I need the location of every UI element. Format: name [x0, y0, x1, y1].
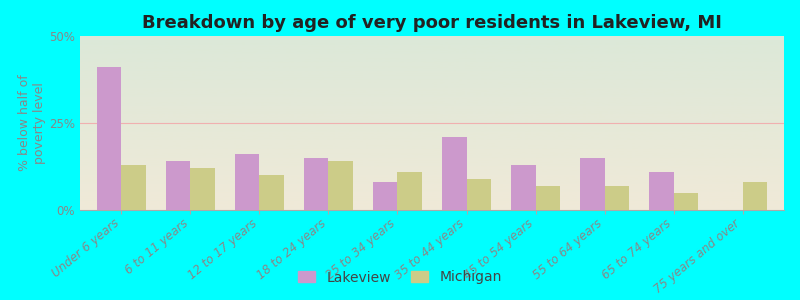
Bar [742, 182, 766, 210]
Legend: Lakeview, Michigan: Lakeview, Michigan [293, 265, 507, 290]
Bar [122, 165, 146, 210]
Bar [466, 179, 490, 210]
Bar [235, 154, 259, 210]
Bar [374, 182, 398, 210]
Bar [674, 193, 698, 210]
Bar [580, 158, 605, 210]
Bar [166, 161, 190, 210]
Bar [442, 137, 466, 210]
Bar [98, 67, 122, 210]
Bar [605, 186, 629, 210]
Bar [650, 172, 674, 210]
Bar [535, 186, 560, 210]
Title: Breakdown by age of very poor residents in Lakeview, MI: Breakdown by age of very poor residents … [142, 14, 722, 32]
Bar [329, 161, 353, 210]
Bar [511, 165, 535, 210]
Bar [190, 168, 214, 210]
Bar [259, 175, 284, 210]
Bar [304, 158, 329, 210]
Bar [398, 172, 422, 210]
Y-axis label: % below half of
poverty level: % below half of poverty level [18, 75, 46, 171]
